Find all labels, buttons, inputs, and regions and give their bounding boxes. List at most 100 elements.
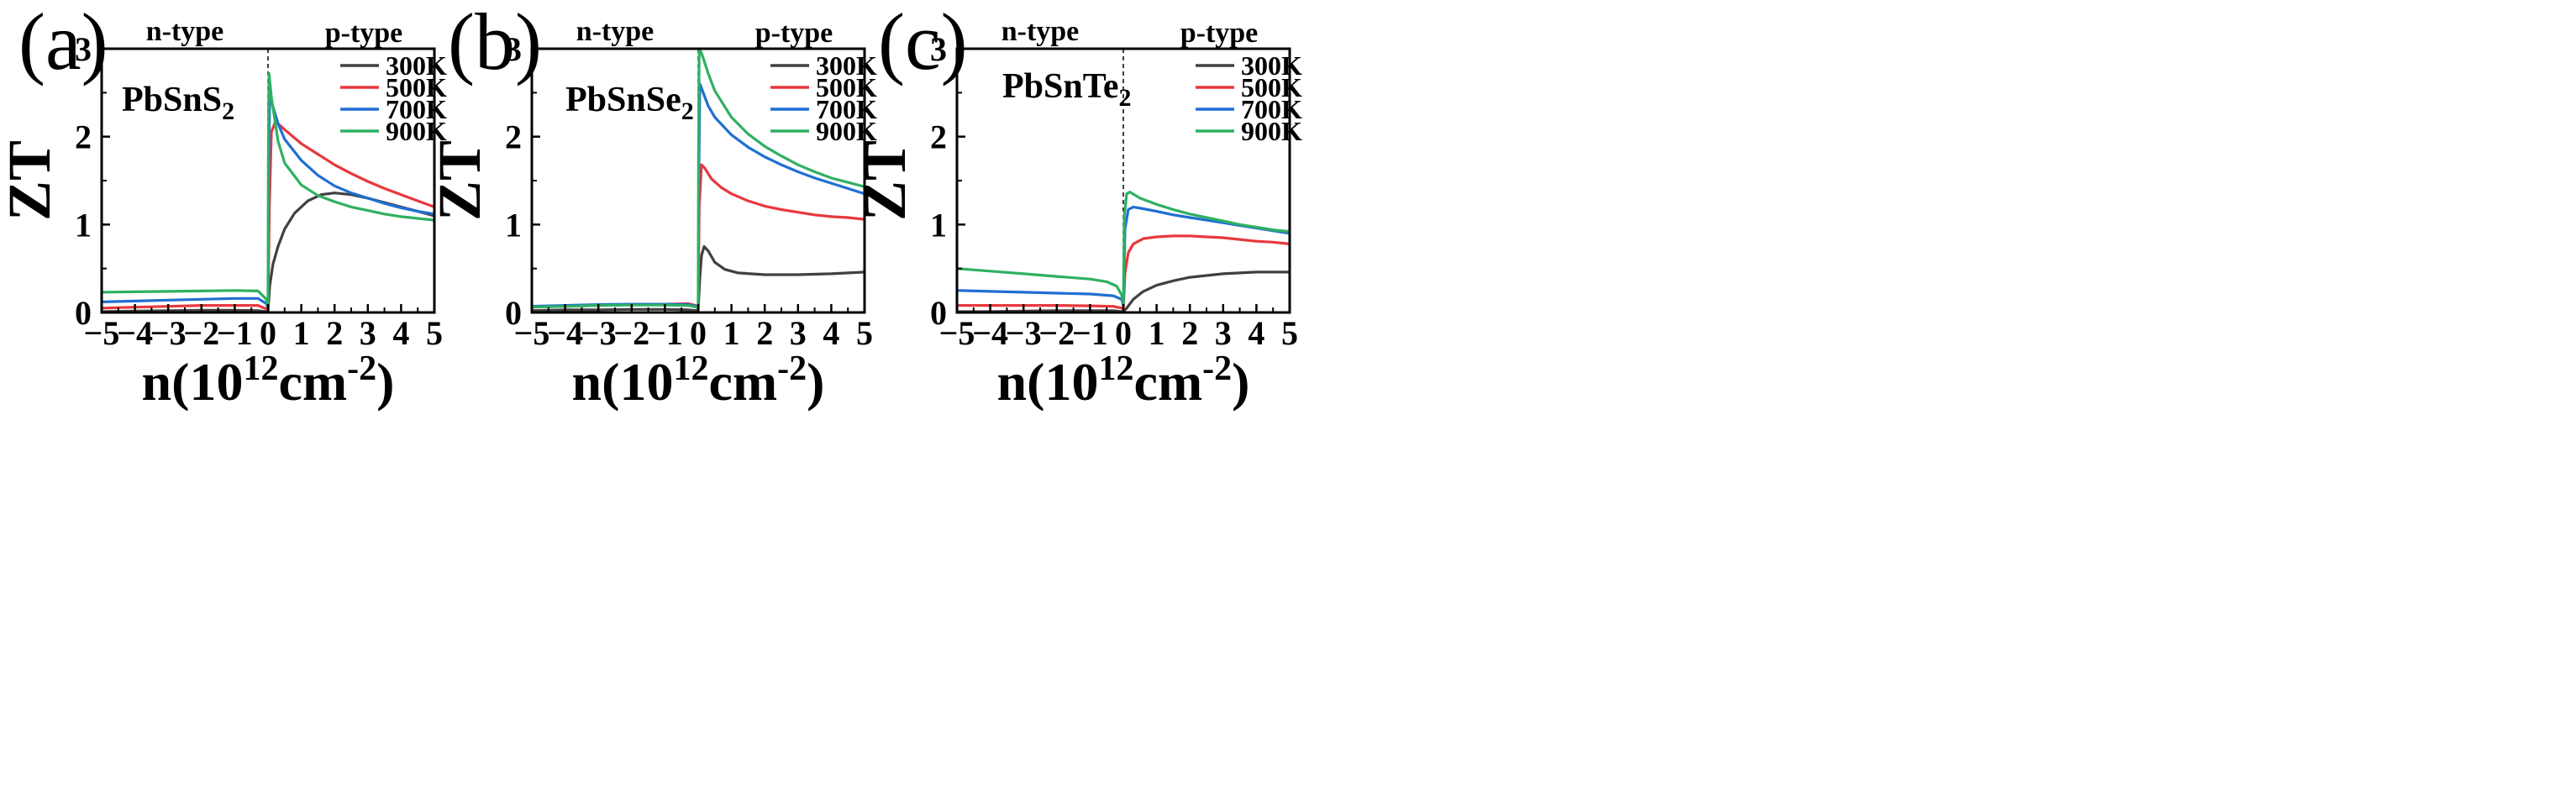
legend-label-900K: 900K <box>1241 116 1302 146</box>
x-axis-title-part-0: n(10 <box>572 352 674 412</box>
legend-label-700K: 700K <box>386 94 447 124</box>
x-tick-label: −1 <box>1072 314 1108 352</box>
x-axis-title: n(1012cm-2) <box>997 349 1250 412</box>
series-line-300K <box>957 270 1290 313</box>
panel-label: (a) <box>18 0 108 87</box>
x-tick-label: 2 <box>1181 314 1198 352</box>
x-axis-title-part-2: cm <box>1133 352 1202 412</box>
panel-label: (c) <box>878 0 968 87</box>
legend-label-300K: 300K <box>1241 50 1302 81</box>
material-label: PbSnSe2 <box>565 81 694 125</box>
region-label-p-type: p-type <box>325 18 403 49</box>
legend-label-900K: 900K <box>816 116 877 146</box>
series-line-900K <box>532 47 865 311</box>
y-tick-label: 3 <box>505 30 522 68</box>
x-axis-title-part-1: 12 <box>1098 349 1133 388</box>
x-tick-label: −3 <box>150 314 187 352</box>
y-tick-label: 3 <box>75 30 92 68</box>
y-tick-label: 0 <box>930 294 947 332</box>
x-tick-label: 3 <box>360 314 376 352</box>
series-line-900K <box>957 191 1290 306</box>
x-tick-label: −1 <box>217 314 253 352</box>
material-label: PbSnS2 <box>122 81 234 125</box>
region-label-p-type: p-type <box>755 18 833 49</box>
x-tick-label: 5 <box>856 314 873 352</box>
panel-label: (b) <box>448 0 542 87</box>
y-tick-label: 1 <box>505 206 522 244</box>
x-tick-label: 2 <box>326 314 343 352</box>
y-axis-title: ZT <box>851 140 918 221</box>
y-tick-label: 1 <box>930 206 947 244</box>
x-tick-label: 1 <box>293 314 310 352</box>
y-tick-label: 0 <box>505 294 522 332</box>
x-axis-title-part-4: ) <box>376 352 394 412</box>
y-tick-label: 2 <box>930 118 947 156</box>
x-axis-title-part-3: -2 <box>777 349 807 388</box>
region-label-p-type: p-type <box>1180 18 1259 49</box>
x-tick-label: 4 <box>392 314 409 352</box>
x-axis-title-part-4: ) <box>807 352 824 412</box>
x-axis-title-part-1: 12 <box>243 349 278 388</box>
x-tick-label: 0 <box>260 314 276 352</box>
legend-label-900K: 900K <box>386 116 447 146</box>
panel-b: (b)−5−4−3−2−1 0 1 2 3 4 50123ZTn(1012cm-2)n-ty… <box>426 0 877 412</box>
x-tick-label: −2 <box>183 314 219 352</box>
panel-c: (c)−5−4−3−2−1 0 1 2 3 4 50123ZTn(1012cm-2)n-ty… <box>851 0 1302 412</box>
x-axis-title-part-0: n(10 <box>142 352 244 412</box>
y-axis-title: ZT <box>0 140 63 221</box>
material-label: PbSnTe2 <box>1002 67 1132 112</box>
x-tick-label: −4 <box>972 314 1008 352</box>
y-tick-label: 1 <box>75 206 92 244</box>
x-tick-label: 1 <box>723 314 740 352</box>
legend-label-700K: 700K <box>1241 94 1302 124</box>
x-axis-title: n(1012cm-2) <box>572 349 825 412</box>
y-axis-title: ZT <box>426 140 493 221</box>
legend-label-500K: 500K <box>816 72 877 102</box>
x-axis-title-part-4: ) <box>1232 352 1249 412</box>
x-tick-label: 4 <box>1248 314 1264 352</box>
legend-label-300K: 300K <box>816 50 877 81</box>
x-tick-label: 5 <box>426 314 443 352</box>
series-line-900K <box>102 71 434 307</box>
x-tick-label: −4 <box>117 314 153 352</box>
x-tick-label: 0 <box>1115 314 1132 352</box>
x-axis-title-part-0: n(10 <box>997 352 1099 412</box>
material-base: PbSnTe <box>1002 67 1119 106</box>
x-tick-label: 3 <box>1215 314 1232 352</box>
y-tick-label: 0 <box>75 294 92 332</box>
x-axis-title-part-2: cm <box>278 352 347 412</box>
x-axis-title: n(1012cm-2) <box>142 349 395 412</box>
x-tick-label: −2 <box>1038 314 1075 352</box>
material-subscript: 2 <box>222 97 234 125</box>
material-base: PbSnSe <box>565 81 681 119</box>
legend-label-700K: 700K <box>816 94 877 124</box>
region-label-n-type: n-type <box>146 16 224 47</box>
legend-label-500K: 500K <box>1241 72 1302 102</box>
x-tick-label: −5 <box>84 314 120 352</box>
x-tick-label: 5 <box>1281 314 1298 352</box>
x-axis-title-part-1: 12 <box>673 349 708 388</box>
y-tick-label: 2 <box>505 118 522 156</box>
region-label-n-type: n-type <box>576 16 655 47</box>
legend-label-300K: 300K <box>386 50 447 81</box>
material-subscript: 2 <box>681 97 694 125</box>
legend-label-500K: 500K <box>386 72 447 102</box>
x-tick-label: −2 <box>613 314 649 352</box>
x-tick-label: −3 <box>1006 314 1042 352</box>
y-tick-label: 3 <box>930 30 947 68</box>
x-tick-label: 2 <box>756 314 773 352</box>
series-line-500K <box>957 234 1290 311</box>
x-axis-title-part-2: cm <box>708 352 777 412</box>
material-subscript: 2 <box>1119 84 1132 112</box>
material-base: PbSnS <box>122 81 222 119</box>
x-tick-label: 1 <box>1149 314 1165 352</box>
x-tick-label: 0 <box>690 314 707 352</box>
x-tick-label: −4 <box>547 314 583 352</box>
x-tick-label: −1 <box>647 314 683 352</box>
region-label-n-type: n-type <box>1001 16 1080 47</box>
x-axis-title-part-3: -2 <box>347 349 376 388</box>
x-tick-label: −3 <box>581 314 617 352</box>
x-tick-label: 3 <box>790 314 807 352</box>
x-tick-label: −5 <box>514 314 550 352</box>
